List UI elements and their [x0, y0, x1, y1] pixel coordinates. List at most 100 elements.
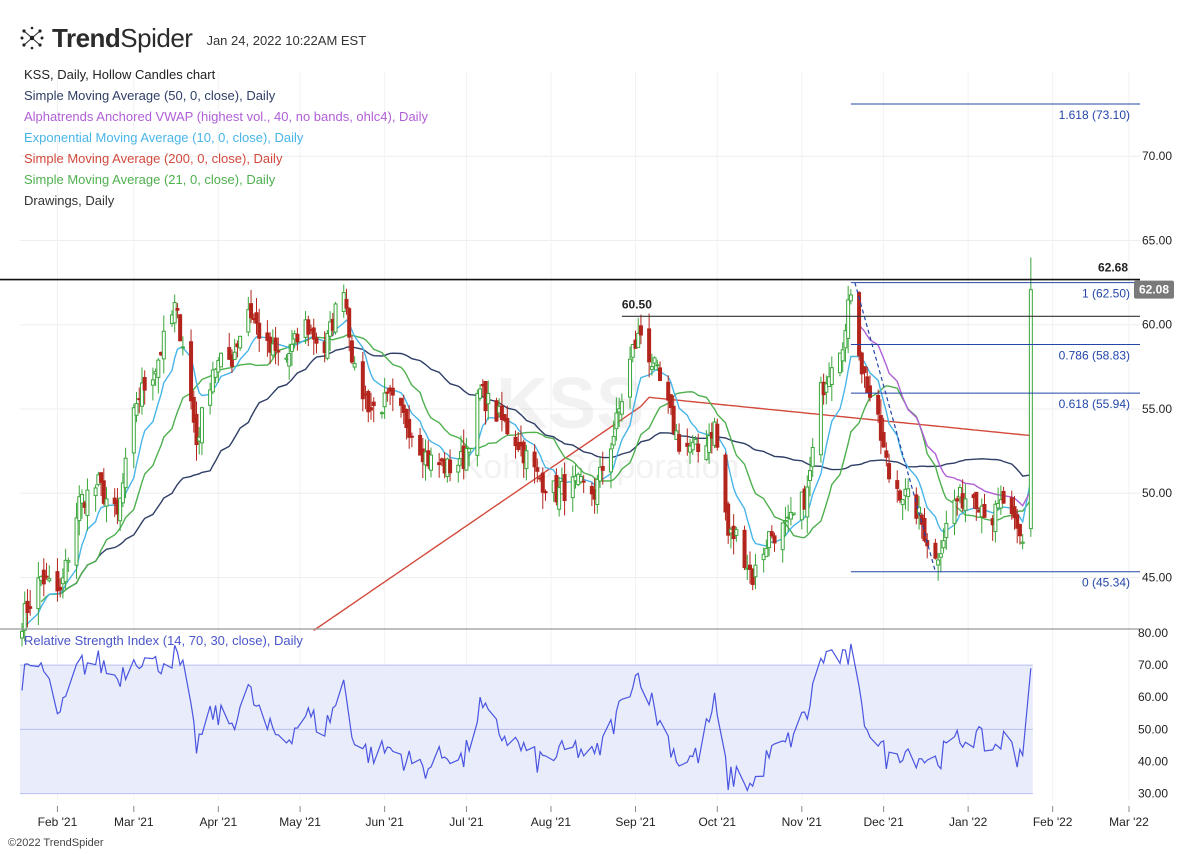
candle-body [118, 497, 123, 522]
candle-body [723, 454, 728, 513]
candle-body [843, 330, 848, 349]
candle-body [371, 401, 376, 407]
candle-body [325, 332, 330, 359]
candle-body [748, 564, 753, 570]
candle-body [360, 361, 365, 400]
price-axis-label: 70.00 [1142, 149, 1172, 163]
candle-body [562, 474, 567, 502]
legend-item[interactable]: Simple Moving Average (200, 0, close), D… [24, 151, 283, 166]
candle-body [884, 450, 889, 458]
candle-body [557, 487, 562, 510]
candle-body [219, 352, 224, 368]
candle-body [382, 392, 387, 408]
candle-body [878, 415, 883, 441]
candle-body [273, 337, 278, 351]
legend-item[interactable]: Simple Moving Average (21, 0, close), Da… [24, 172, 276, 187]
last-price-tag [1134, 280, 1174, 299]
legend-item[interactable]: Alphatrends Anchored VWAP (highest vol.,… [24, 109, 428, 124]
chart-timestamp: Jan 24, 2022 10:22AM EST [206, 32, 367, 48]
candle-body [595, 478, 600, 506]
candle-body [628, 358, 633, 398]
price-axis-label: 50.00 [1142, 486, 1172, 500]
x-tick-label: Dec '21 [863, 815, 904, 829]
candle-body [142, 377, 147, 391]
candle-body [963, 498, 968, 511]
candle-body [390, 387, 395, 396]
candle-body [772, 535, 777, 544]
candle-body [366, 391, 371, 413]
candle-body [276, 350, 281, 353]
x-tick-label: Feb '22 [1033, 815, 1073, 829]
candle-body [769, 531, 774, 537]
fib-projection-dash [854, 282, 936, 572]
candle-body [857, 292, 862, 357]
candle-body [134, 403, 139, 416]
legend-item[interactable]: Drawings, Daily [24, 193, 115, 208]
candle-body [161, 330, 166, 360]
candle-body [933, 542, 938, 559]
fib-level-label: 0 (45.34) [1082, 576, 1130, 590]
candle-body [257, 322, 262, 339]
fib-level-label: 0.786 (58.83) [1059, 348, 1130, 362]
x-tick-label: Mar '21 [114, 815, 154, 829]
candle-body [499, 405, 504, 420]
candle-body [783, 519, 788, 523]
candle-body [941, 540, 946, 549]
candle-body [464, 448, 469, 471]
candle-body [848, 294, 853, 302]
candle-body [543, 491, 548, 494]
candle-body [189, 341, 194, 402]
candle-body [532, 451, 537, 468]
brand-name-bold: Trend [52, 22, 121, 53]
rsi-title: Relative Strength Index (14, 70, 30, clo… [24, 633, 303, 648]
candle-body [172, 301, 177, 324]
candle-body [974, 491, 979, 510]
candle-body [614, 412, 619, 430]
candle-body [229, 354, 234, 367]
candle-body [210, 369, 215, 393]
candle-body [876, 394, 881, 415]
candle-body [369, 407, 374, 411]
axes: 70.00 65.00 60.00 55.00 50.00 45.00 62.08 80.00… [0, 149, 1174, 829]
candle-body [139, 382, 144, 407]
candle-body [306, 319, 311, 335]
candle-body [922, 518, 927, 542]
candle-body [524, 450, 529, 470]
legend-item[interactable]: Simple Moving Average (50, 0, close), Da… [24, 88, 276, 103]
candle-body [897, 490, 902, 501]
x-tick-label: Feb '21 [38, 815, 78, 829]
candle-body [658, 367, 663, 382]
candle-body [486, 393, 491, 405]
candle-body [347, 308, 352, 338]
candle-body [513, 436, 518, 447]
candle-body [767, 531, 772, 549]
fib-level-label: 1.618 (73.10) [1059, 108, 1130, 122]
candle-body [448, 459, 453, 474]
candle-body [191, 396, 196, 423]
candle-body [22, 603, 27, 631]
candle-body [93, 487, 98, 497]
candle-body [540, 472, 545, 493]
legend-item: KSS, Daily, Hollow Candles chart [24, 67, 216, 82]
candle-body [630, 343, 635, 358]
candle-body [829, 367, 834, 385]
candle-body [150, 379, 155, 386]
candle-body [20, 630, 24, 639]
candle-body [379, 412, 384, 415]
candle-body [570, 476, 575, 499]
candle-body [409, 435, 414, 438]
candle-body [104, 498, 109, 507]
legend-item[interactable]: Exponential Moving Average (10, 0, close… [24, 130, 304, 145]
candle-body [28, 606, 33, 609]
candle-body [311, 327, 316, 340]
candle-body [696, 443, 701, 453]
candle-body [1001, 490, 1006, 504]
candle-body [437, 462, 442, 466]
candle-body [66, 560, 71, 563]
candle-body [900, 499, 905, 506]
candle-body [535, 467, 540, 472]
candle-body [44, 575, 49, 578]
rsi-line [21, 643, 1032, 793]
candle-body [1015, 514, 1020, 529]
